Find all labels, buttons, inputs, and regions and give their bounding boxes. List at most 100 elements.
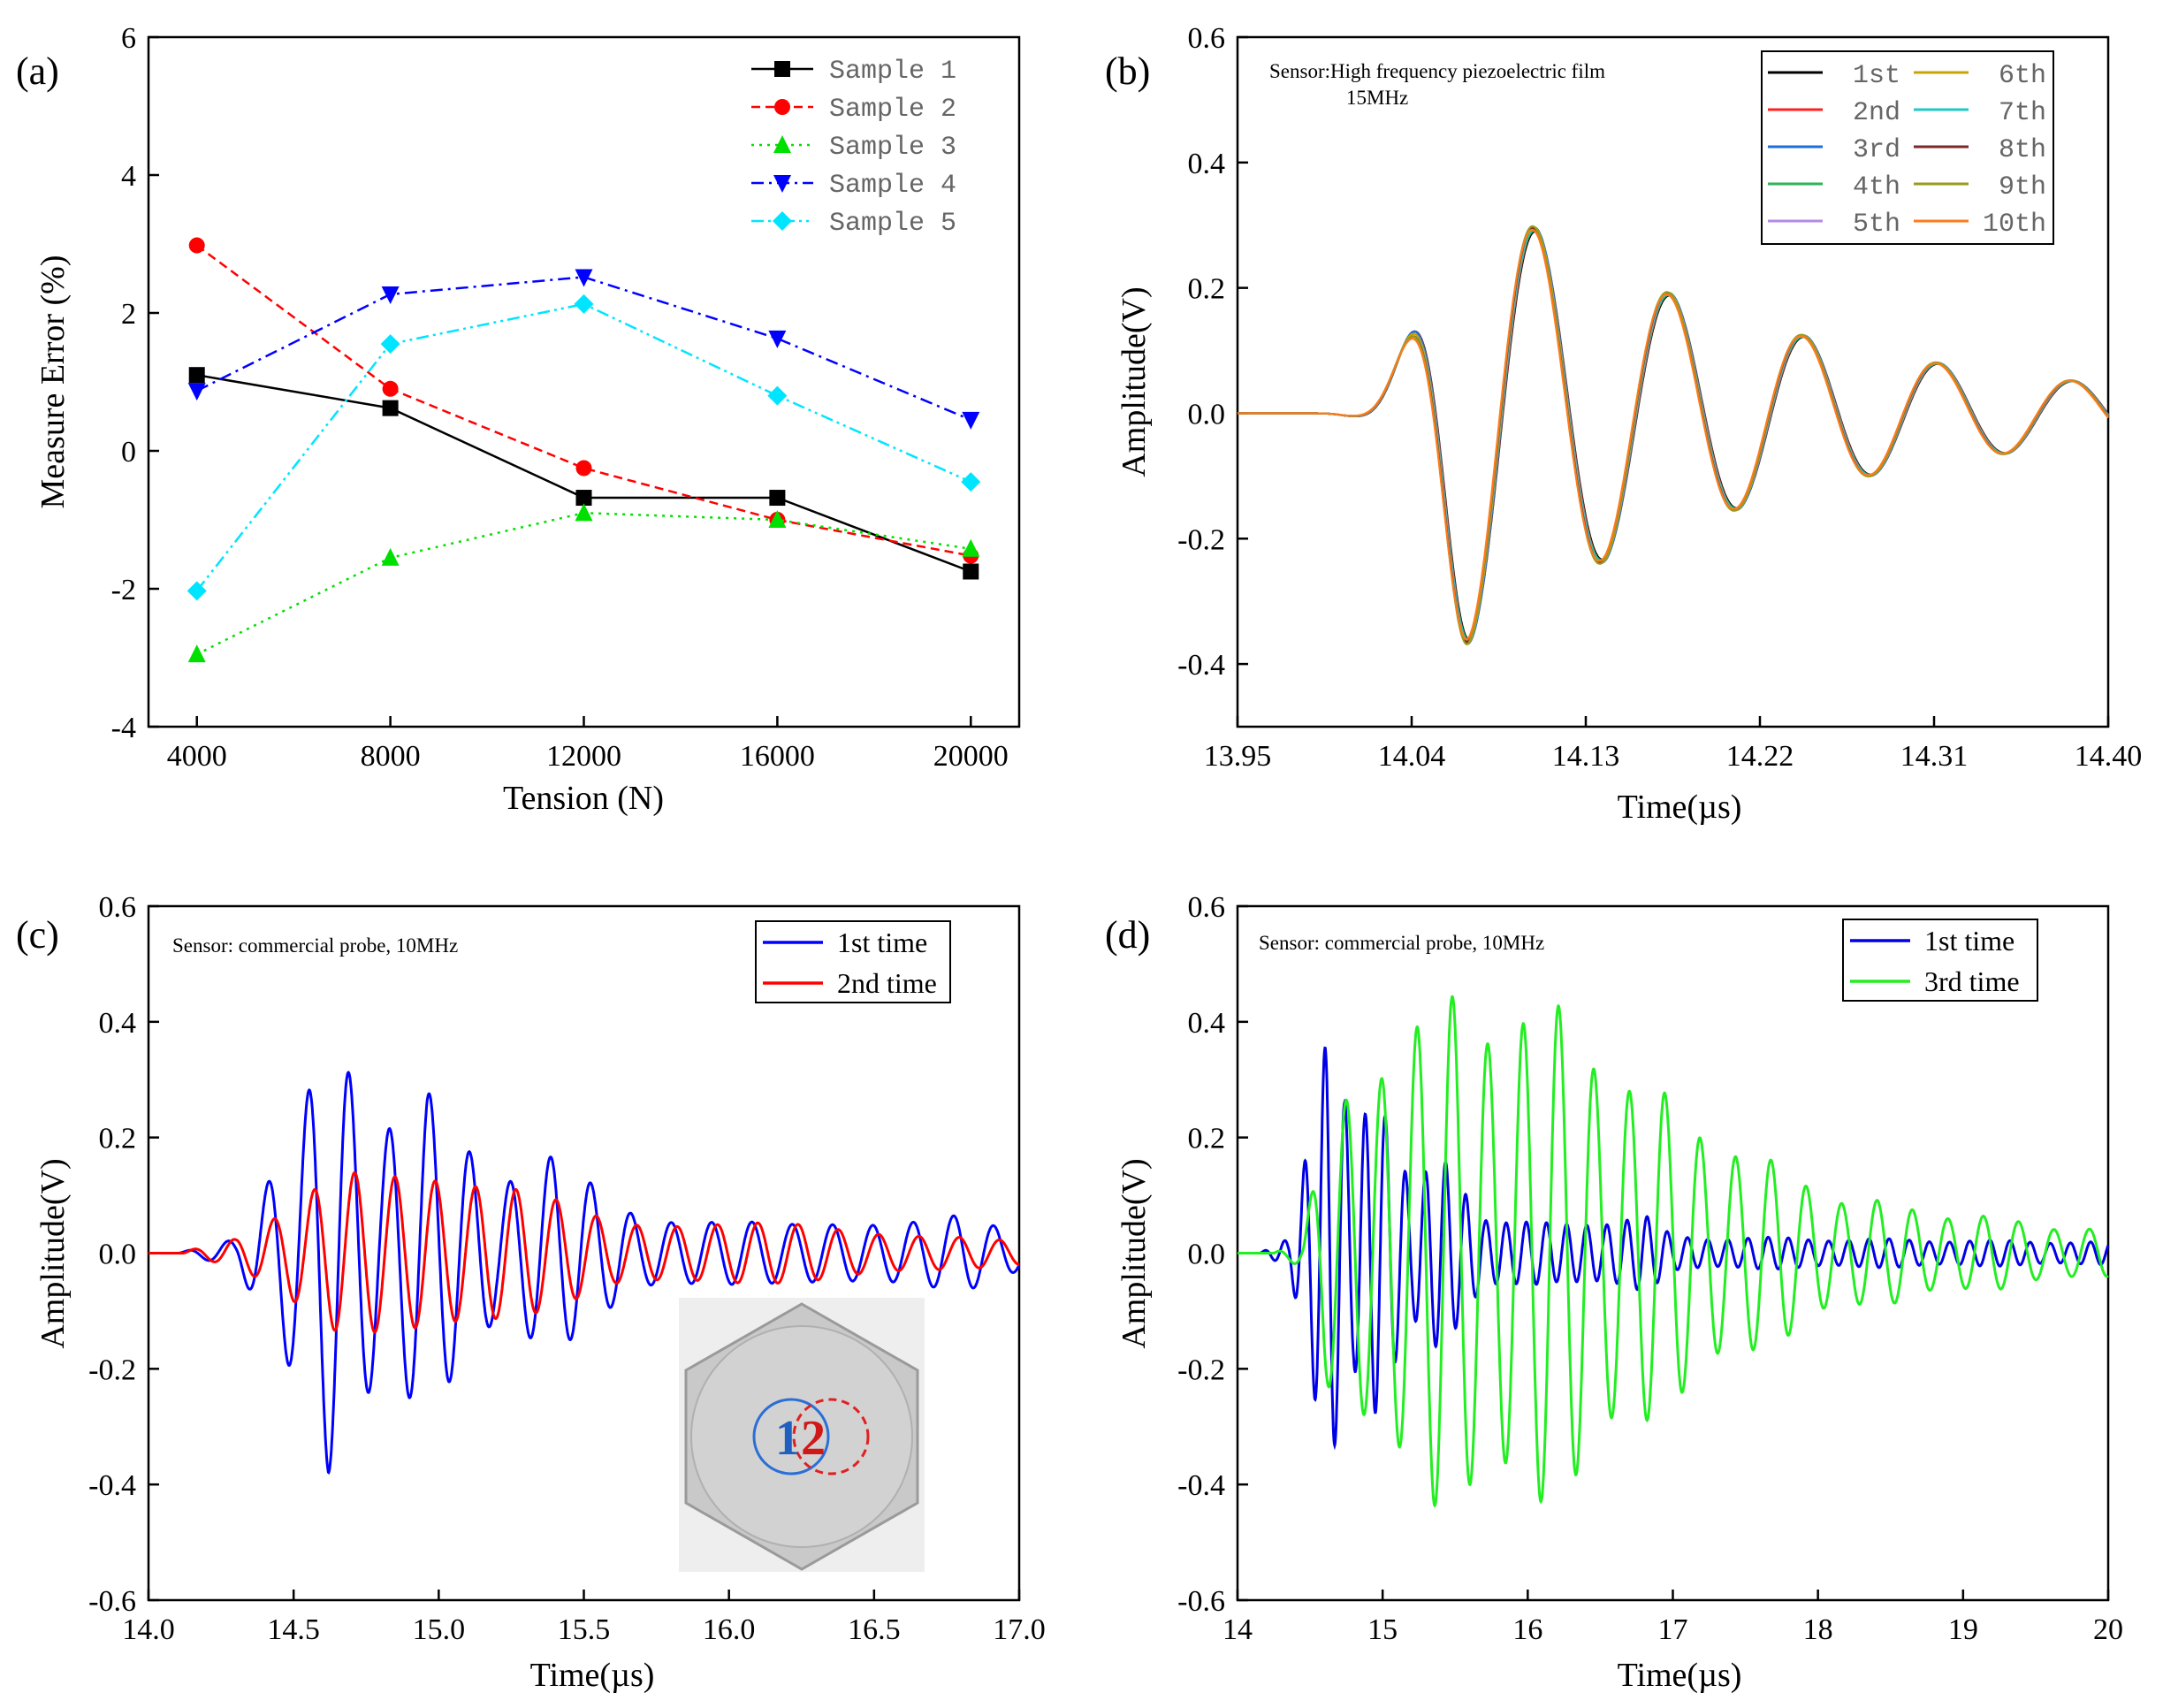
panel-a-x-tick-label: 4000 <box>167 740 227 773</box>
panel-a-y-tick-label: -2 <box>111 574 136 606</box>
panel-a-data-point <box>188 367 205 384</box>
panel-c-legend-label: 1st time <box>837 926 927 958</box>
panel-b-y-tick-label: 0.0 <box>1188 398 1226 431</box>
panel-d-x-tick-label: 19 <box>1948 1613 1978 1646</box>
panel-a-legend-marker <box>774 61 790 77</box>
panel-d-x-tick-label: 16 <box>1512 1613 1542 1646</box>
panel-d-legend: 1st time 3rd time <box>1842 919 2038 1002</box>
panel-a-legend-marker <box>773 175 791 193</box>
panel-d-legend-label: 3rd time <box>1924 965 2020 997</box>
panel-a-legend-marker <box>773 135 791 153</box>
panel-a-legend-marker <box>773 211 792 231</box>
panel-b-series-line-2 <box>1238 228 2109 643</box>
panel-d-sensor-note: Sensor: commercial probe, 10MHz <box>1259 932 1544 954</box>
panel-b-x-tick-label: 13.95 <box>1204 740 1272 773</box>
panel-d-x-tick-label: 15 <box>1367 1613 1398 1646</box>
panel-a-x-tick-label: 8000 <box>361 740 421 773</box>
probe-position-1-label: 1 <box>775 1411 800 1466</box>
panel-a-data-point <box>381 547 400 566</box>
panel-b-series-line-5 <box>1238 227 2109 644</box>
panel-a-legend-label: Sample 3 <box>829 133 956 163</box>
panel-a-y-tick-label: 2 <box>121 298 136 331</box>
panel-d: (d) 14 15 16 17 18 19 20 -0.6 -0.4 -0.2 0.0 0.2 0.4 0… <box>1105 891 2123 1694</box>
panel-d-legend-box <box>1842 919 2038 1002</box>
panel-a-legend: Sample 1 Sample 2 Sample 3 Sample 4 Sample 5 <box>751 57 956 239</box>
panel-c-y-tick-label: 0.4 <box>99 1007 137 1040</box>
panel-d-y-tick-label: 0.4 <box>1188 1007 1226 1040</box>
panel-b-x-tick-label: 14.40 <box>2075 740 2143 773</box>
panel-d-y-label: Amplitude(V) <box>1116 1158 1153 1348</box>
panel-b-sensor-note-2: 15MHz <box>1346 87 1408 109</box>
panel-c-x-tick-label: 14.0 <box>122 1613 175 1646</box>
panel-d-x-tick-label: 20 <box>2093 1613 2123 1646</box>
panel-b-legend-label: 10th <box>1983 210 2046 240</box>
panel-c-label: (c) <box>16 913 59 957</box>
panel-c-y-tick-label: -0.6 <box>88 1585 136 1618</box>
panel-b-series-line-3 <box>1238 226 2109 645</box>
panel-c-legend-label: 2nd time <box>837 967 937 999</box>
panel-a-x-tick-label: 12000 <box>546 740 621 773</box>
panel-c-y-tick-label: -0.4 <box>88 1469 136 1502</box>
panel-a: (a) 4000 8000 12000 16000 20000 -4 -2 0 2 4 6 Tens… <box>16 22 1021 817</box>
panel-d-y-tick-label: 0.0 <box>1188 1239 1226 1271</box>
panel-d-x-label: Time(µs) <box>1618 1657 1742 1694</box>
panel-c-x-tick-label: 16.5 <box>848 1613 901 1646</box>
panel-b-sensor-note-1: Sensor:High frequency piezoelectric film <box>1269 60 1605 82</box>
panel-d-y-tick-label: -0.4 <box>1177 1469 1225 1502</box>
panel-a-legend-label: Sample 5 <box>829 209 956 239</box>
panel-b-y-tick-label: -0.2 <box>1177 523 1225 556</box>
panel-a-legend-label: Sample 2 <box>829 95 956 125</box>
panel-a-data-point <box>574 294 594 314</box>
panel-a-data-point <box>188 237 205 254</box>
panel-a-data-point <box>962 411 980 430</box>
panel-b-series-line-6 <box>1238 225 2109 645</box>
panel-b-series-line-8 <box>1238 227 2109 644</box>
panel-d-y-tick-label: -0.2 <box>1177 1353 1225 1386</box>
panel-c-x-tick-label: 15.0 <box>413 1613 466 1646</box>
panel-b-legend-label: 6th <box>1999 61 2046 91</box>
panel-b-y-tick-label: 0.4 <box>1188 148 1226 180</box>
panel-a-series <box>187 237 981 663</box>
panel-a-legend-marker <box>774 99 790 115</box>
panel-a-x-tick-label: 20000 <box>933 740 1009 773</box>
panel-b-legend-label: 1st <box>1853 61 1900 91</box>
panel-d-x-tick-label: 18 <box>1803 1613 1833 1646</box>
panel-b-series-line-10 <box>1238 228 2109 641</box>
panel-d-series <box>1238 995 2110 1508</box>
panel-c-series-line-1 <box>149 1071 1021 1475</box>
panel-b-y-label: Amplitude(V) <box>1116 286 1153 477</box>
panel-b-ticks: 13.95 14.04 14.13 14.22 14.31 14.40 -0.4 -0.2 0.… <box>1177 22 2142 773</box>
panel-a-legend-label: Sample 1 <box>829 57 956 87</box>
panel-d-series-line-2 <box>1238 995 2109 1508</box>
panel-a-data-point <box>381 286 400 304</box>
panel-b-x-tick-label: 14.13 <box>1552 740 1620 773</box>
panel-a-data-point <box>963 563 979 580</box>
probe-position-2-label: 2 <box>801 1411 826 1466</box>
panel-a-data-point <box>382 380 399 397</box>
panel-c-x-tick-label: 16.0 <box>703 1613 756 1646</box>
panel-c-y-tick-label: 0.6 <box>99 891 137 924</box>
panel-c: (c) 14.0 14.5 15.0 15.5 16.0 16.5 17.0 -0.6 -0.4… <box>16 891 1046 1694</box>
panel-b-legend-label: 3rd <box>1853 135 1900 165</box>
panel-a-y-tick-label: -4 <box>111 712 136 744</box>
panel-b-legend: 1st 2nd 3rd 4th 5th 6th 7th 8th 9th 10th <box>1761 50 2054 245</box>
panel-a-data-point <box>382 400 399 416</box>
panel-b-legend-label: 8th <box>1999 135 2046 165</box>
panel-b-series-line-4 <box>1238 230 2109 641</box>
panel-a-data-point <box>575 460 592 477</box>
panel-b: (b) 13.95 14.04 14.13 14.22 14.31 14.40 -0.4 -0… <box>1105 22 2142 826</box>
panel-a-data-point <box>187 581 207 601</box>
panel-a-x-tick-label: 16000 <box>740 740 815 773</box>
panel-a-x-label: Tension (N) <box>503 780 664 817</box>
panel-c-legend: 1st time 2nd time <box>755 920 951 1003</box>
panel-a-y-tick-label: 0 <box>121 436 136 469</box>
panel-b-y-tick-label: -0.4 <box>1177 649 1225 682</box>
panel-c-y-tick-label: 0.0 <box>99 1239 137 1271</box>
panel-a-ticks: 4000 8000 12000 16000 20000 -4 -2 0 2 4 6 <box>111 22 1009 773</box>
panel-b-legend-label: 4th <box>1853 172 1900 202</box>
bolt-head-inset: 1 2 <box>679 1298 925 1572</box>
panel-c-y-tick-label: -0.2 <box>88 1353 136 1386</box>
panel-d-ticks: 14 15 16 17 18 19 20 -0.6 -0.4 -0.2 0.0 0.2 0.4 0.6 <box>1177 891 2123 1646</box>
panel-c-legend-box <box>755 920 951 1003</box>
